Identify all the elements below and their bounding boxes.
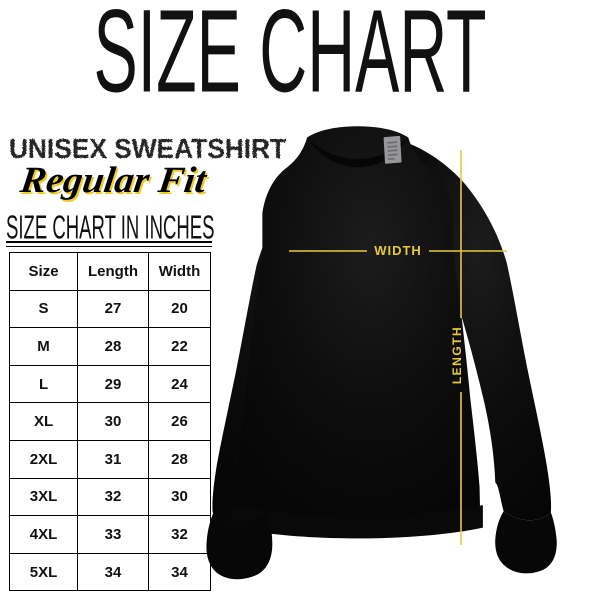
svg-text:LENGTH: LENGTH [450, 326, 464, 384]
svg-text:WIDTH: WIDTH [374, 243, 422, 258]
